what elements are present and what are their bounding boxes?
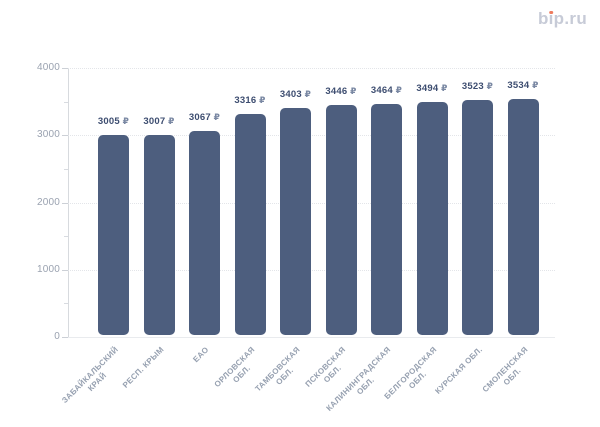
- bar-value-label: 3494 ₽: [416, 83, 448, 95]
- y-axis-tick-label: 3000: [36, 129, 60, 141]
- y-minor-tick-mark: [64, 168, 68, 170]
- bar-value-label: 3403 ₽: [279, 89, 312, 101]
- ruble-sign: ₽: [168, 116, 175, 127]
- category-label: ЗАБАЙКАЛЬСКИЙ КРАЙ: [59, 345, 120, 405]
- y-axis-tick-label: 0: [54, 331, 60, 342]
- y-tick-mark: [62, 337, 68, 338]
- category-label: РЕСП. КРЫМ: [120, 345, 166, 390]
- bar: [280, 108, 311, 335]
- brand-letter-i: ı: [548, 9, 554, 28]
- bar: [234, 113, 266, 335]
- brand-i-orange-dot: [549, 10, 553, 15]
- bar: [189, 130, 220, 335]
- ruble-sign: ₽: [441, 84, 448, 95]
- bar: [371, 104, 402, 335]
- ruble-sign: ₽: [213, 112, 221, 123]
- y-tick-mark: [62, 68, 68, 69]
- y-axis-tick-label: 1000: [36, 263, 60, 275]
- x-axis-line: [68, 337, 555, 338]
- bar: [325, 105, 357, 335]
- ruble-sign: ₽: [395, 86, 403, 97]
- y-minor-tick-mark: [64, 101, 68, 103]
- brand-logo[interactable]: bı p.ru: [537, 9, 587, 28]
- bar-value-label: 3523 ₽: [461, 81, 494, 93]
- category-label: ТАМБОВСКАЯ ОБЛ.: [253, 345, 302, 394]
- ruble-sign: ₽: [486, 82, 494, 93]
- y-minor-tick-mark: [64, 236, 68, 238]
- bar: [143, 134, 175, 335]
- bar: [98, 134, 129, 335]
- y-tick-mark: [62, 202, 68, 204]
- gridline: [68, 68, 555, 69]
- bar-value-label: 3464 ₽: [370, 85, 403, 97]
- bar-value-label: 3316 ₽: [234, 94, 266, 106]
- bar-value-label: 3007 ₽: [143, 115, 175, 127]
- bar: [462, 100, 493, 335]
- category-label: СМОЛЕНСКАЯ ОБЛ.: [480, 345, 530, 394]
- y-minor-tick-mark: [64, 303, 68, 305]
- bar-value-label: 3005 ₽: [97, 115, 130, 127]
- bar-value-label: 3534 ₽: [507, 80, 539, 92]
- gridline: [68, 135, 555, 137]
- y-tick-mark: [62, 135, 68, 137]
- bar: [507, 99, 539, 335]
- ruble-sign: ₽: [304, 90, 312, 101]
- category-label: ЕАО: [191, 345, 211, 365]
- y-axis-tick-label: 4000: [36, 62, 60, 73]
- bar: [416, 102, 448, 335]
- y-axis-tick-label: 2000: [36, 196, 60, 208]
- ruble-sign: ₽: [350, 87, 357, 98]
- bar-value-label: 3446 ₽: [325, 86, 357, 98]
- gridline: [68, 269, 555, 271]
- ruble-sign: ₽: [532, 81, 539, 92]
- ruble-sign: ₽: [259, 95, 266, 106]
- y-tick-mark: [62, 269, 68, 271]
- ruble-sign: ₽: [122, 116, 130, 127]
- bar-value-label: 3067 ₽: [188, 111, 221, 123]
- gridline: [68, 202, 555, 204]
